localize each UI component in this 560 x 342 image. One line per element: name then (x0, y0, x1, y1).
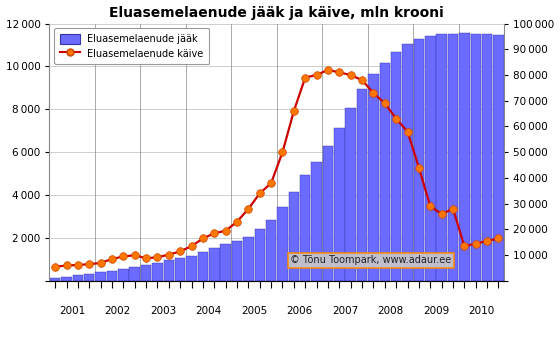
Bar (84, 274, 95, 281)
Bar (436, 35, 447, 281)
Legend: Eluasemelaenude jääk, Eluasemelaenude käive: Eluasemelaenude jääk, Eluasemelaenude kä… (54, 28, 209, 64)
Bar (334, 128, 344, 281)
Bar (425, 36, 436, 281)
Bar (493, 35, 503, 281)
Bar (448, 34, 458, 281)
Bar (277, 207, 288, 281)
Bar (50, 278, 60, 281)
Bar (459, 33, 470, 281)
Bar (288, 192, 299, 281)
Bar (209, 248, 220, 281)
Bar (414, 39, 424, 281)
Bar (266, 220, 276, 281)
Bar (61, 277, 72, 281)
Bar (300, 175, 310, 281)
Bar (129, 267, 140, 281)
Bar (402, 44, 413, 281)
Bar (141, 265, 151, 281)
Bar (107, 271, 117, 281)
Bar (164, 260, 174, 281)
Bar (368, 74, 379, 281)
Bar (255, 229, 265, 281)
Bar (221, 244, 231, 281)
Bar (175, 258, 185, 281)
Bar (380, 63, 390, 281)
Bar (118, 269, 129, 281)
Bar (482, 35, 492, 281)
Bar (95, 272, 106, 281)
Bar (232, 241, 242, 281)
Bar (346, 108, 356, 281)
Bar (243, 237, 254, 281)
Bar (186, 256, 197, 281)
Bar (470, 34, 481, 281)
Bar (198, 252, 208, 281)
Bar (357, 89, 367, 281)
Text: © Tõnu Toompark, www.adaur.ee: © Tõnu Toompark, www.adaur.ee (291, 255, 452, 265)
Bar (311, 162, 322, 281)
Bar (391, 52, 402, 281)
Bar (323, 146, 333, 281)
Bar (152, 263, 163, 281)
Title: Eluasemelaenude jääk ja käive, mln krooni: Eluasemelaenude jääk ja käive, mln kroon… (109, 5, 444, 19)
Bar (73, 275, 83, 281)
